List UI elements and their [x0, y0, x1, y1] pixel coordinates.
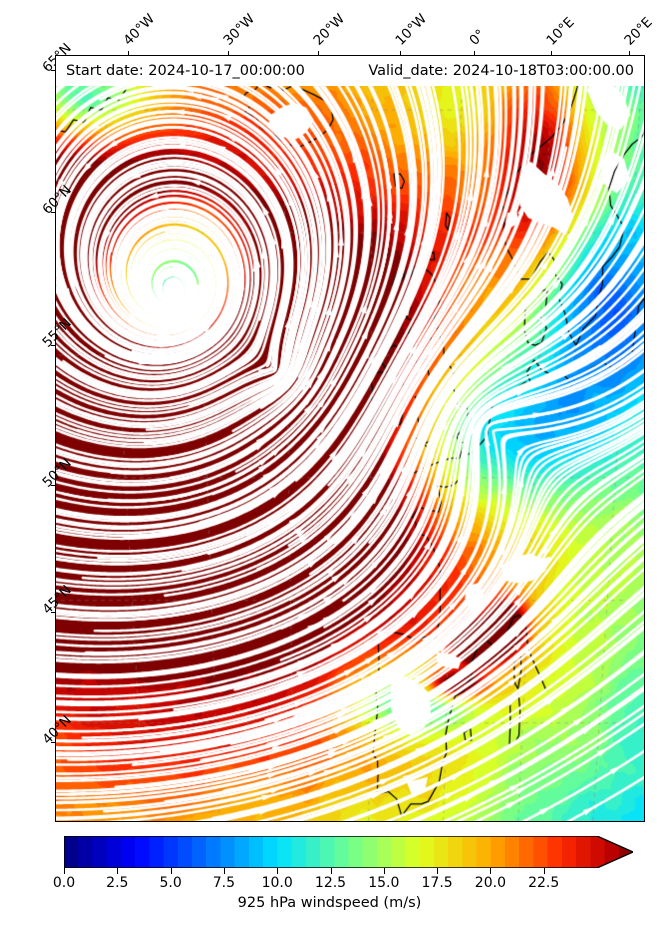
lon-tick-label: 20°W	[310, 10, 349, 49]
lon-tick-mark	[128, 51, 130, 55]
lat-tick-label: 60°N	[39, 182, 74, 217]
colorbar-tick	[223, 868, 225, 874]
colorbar-tick-label: 0.0	[52, 875, 76, 891]
colorbar-gradient	[64, 836, 633, 868]
colorbar-ticks: 0.0 2.5 5.0 7.5 10.0 12.5 15.0 17.5 20.0 22.5	[53, 868, 633, 891]
lon-tick-label: 0°	[466, 26, 489, 49]
lon-tick-mark	[474, 51, 476, 55]
colorbar-tick	[64, 868, 66, 874]
lat-tick-mark	[51, 70, 55, 72]
lon-tick-label: 20°E	[621, 14, 656, 49]
lat-tick-label: 40°N	[39, 712, 74, 747]
lon-tick-mark	[400, 51, 402, 55]
lon-tick-label: 30°W	[220, 10, 259, 49]
lat-tick-mark	[51, 485, 55, 487]
colorbar-tick	[277, 868, 279, 874]
lon-tick-label: 10°W	[392, 10, 431, 49]
colorbar-tick	[170, 868, 172, 874]
colorbar-tick	[117, 868, 119, 874]
colorbar-tick-label: 5.0	[159, 875, 182, 891]
lon-tick-mark	[551, 51, 553, 55]
lat-tick-mark	[51, 345, 55, 347]
colorbar-tick	[383, 868, 385, 874]
lat-tick-mark	[51, 212, 55, 214]
colorbar[interactable]: 0.0 2.5 5.0 7.5 10.0 12.5 15.0 17.5 20.0 22.5	[53, 836, 633, 891]
start-date-label: Start date: 2024-10-17_00:00:00	[66, 63, 305, 79]
lat-tick-label: 50°N	[39, 455, 74, 490]
lon-tick-label: 10°E	[543, 14, 578, 49]
lat-tick-label: 65°N	[39, 40, 74, 75]
colorbar-tick	[490, 868, 492, 874]
colorbar-tick-label: 12.5	[314, 875, 347, 891]
map-axes[interactable]	[55, 55, 645, 822]
lon-tick-mark	[228, 51, 230, 55]
lat-tick-label: 45°N	[39, 582, 74, 617]
colorbar-tick-label: 15.0	[368, 875, 400, 891]
colorbar-tick-label: 7.5	[212, 875, 236, 891]
colorbar-outline	[64, 836, 633, 868]
lon-tick-mark	[318, 51, 320, 55]
lat-tick-label: 55°N	[39, 315, 74, 350]
colorbar-tick-label: 17.5	[421, 875, 453, 891]
colorbar-tick-label: 2.5	[106, 875, 129, 891]
lat-tick-mark	[51, 742, 55, 744]
colorbar-tick-label: 22.5	[528, 875, 560, 891]
colorbar-tick	[543, 868, 545, 874]
lon-tick-mark	[629, 51, 631, 55]
colorbar-axis-label: 925 hPa windspeed (m/s)	[237, 895, 422, 911]
lon-tick-label: 40°W	[120, 10, 159, 49]
colorbar-tick	[437, 868, 439, 874]
valid-date-label: Valid_date: 2024-10-18T03:00:00.00	[368, 63, 634, 79]
title-banner: Start date: 2024-10-17_00:00:00 Valid_da…	[56, 56, 644, 86]
colorbar-tick-label: 20.0	[474, 875, 506, 891]
lat-tick-mark	[51, 612, 55, 614]
colorbar-tick	[330, 868, 332, 874]
colorbar-tick-label: 10.0	[261, 875, 293, 891]
windspeed-heatmap	[56, 56, 644, 821]
